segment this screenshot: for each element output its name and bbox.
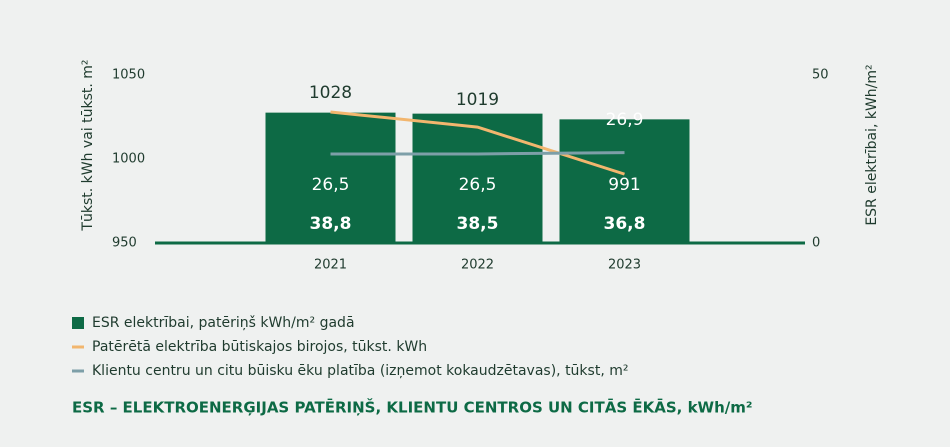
bar	[559, 119, 690, 243]
line	[330, 151, 625, 156]
data-label: 36,8	[604, 214, 646, 234]
data-label: 26,5	[312, 175, 350, 195]
bar	[412, 113, 543, 243]
chart-title: ESR – ELEKTROENERĢIJAS PATĒRIŅŠ, KLIENTU…	[72, 397, 752, 417]
bar	[265, 112, 396, 243]
legend-label: Klientu centru un citu būisku ēku platīb…	[92, 363, 628, 379]
x-tick-label: 2023	[608, 258, 641, 273]
y-tick-label: 1050	[112, 68, 145, 83]
y-tick-label: 1000	[112, 152, 145, 167]
data-label: 38,8	[310, 214, 352, 234]
data-label: 26,9	[606, 110, 644, 130]
x-tick-label: 2022	[461, 258, 494, 273]
legend-swatch	[72, 317, 84, 329]
y2-tick-label: 0	[812, 236, 820, 251]
y2-axis-label: ESR elektrībai, kWh/m²	[864, 64, 880, 225]
y-tick-label: 950	[112, 236, 137, 251]
x-tick-label: 2021	[314, 258, 347, 273]
y-axis-label: Tūkst. kWh vai tūkst. m²	[80, 59, 96, 231]
data-label: 991	[608, 175, 640, 195]
data-label: 1028	[309, 83, 352, 103]
legend-label: Patērētā elektrība būtiskajos birojos, t…	[92, 339, 427, 355]
data-label: 38,5	[457, 214, 499, 234]
y2-tick-label: 50	[812, 68, 829, 83]
data-label: 1019	[456, 90, 499, 110]
legend-label: ESR elektrībai, patēriņš kWh/m² gadā	[92, 315, 355, 331]
data-label: 26,5	[459, 175, 497, 195]
line	[330, 110, 625, 176]
